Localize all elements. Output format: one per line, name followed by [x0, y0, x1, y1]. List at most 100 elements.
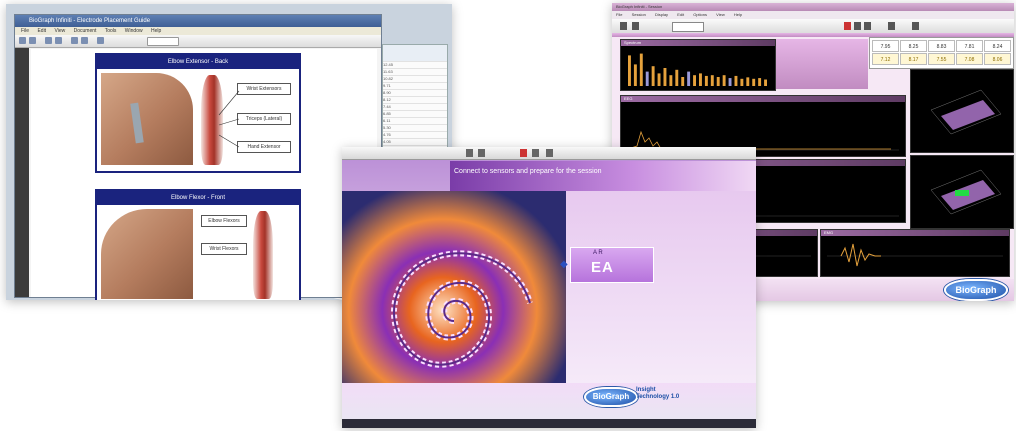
hand-icon[interactable]	[45, 37, 52, 44]
list-item: 6.11	[383, 118, 447, 125]
zoom-icon[interactable]	[55, 37, 62, 44]
spectrum-bar	[639, 53, 643, 86]
menu-help[interactable]: Help	[150, 28, 162, 34]
value-cell: 8.24	[984, 40, 1011, 52]
fractal-animation	[342, 191, 566, 407]
value-cell: 7.95	[872, 40, 899, 52]
electrode-panel-front: Elbow Flexor - Front Elbow Flexors Wrist…	[95, 189, 301, 300]
list-item: 4.05	[383, 139, 447, 146]
menu-window[interactable]: Window	[124, 28, 143, 34]
biograph-logo: BioGraph	[944, 279, 1008, 301]
arm-photo	[101, 73, 193, 165]
menu-file[interactable]: File	[21, 28, 30, 34]
spectrum-bar	[645, 71, 649, 86]
spectrum-bar	[740, 78, 744, 86]
separator-bar	[612, 33, 1014, 37]
menu-document[interactable]: Document	[73, 28, 97, 34]
start-icon[interactable]	[620, 22, 627, 30]
value-cell: 8.25	[900, 40, 927, 52]
zoom-field[interactable]	[147, 37, 179, 46]
navigation-pane[interactable]	[15, 48, 29, 297]
menu-edit[interactable]: Edit	[37, 28, 47, 34]
pause-icon[interactable]	[854, 22, 861, 30]
forward-icon[interactable]	[81, 37, 88, 44]
value-cell: 7.12	[872, 53, 899, 65]
spectrum-graph: Spectrum	[620, 39, 776, 91]
panel-filler	[776, 39, 868, 89]
fractal-spiral	[342, 191, 566, 407]
window-title: BioGraph Infiniti - Electrode Placement …	[15, 15, 381, 27]
screen-select[interactable]	[672, 22, 704, 32]
label-wrist-extensors: Wrist Extensors	[237, 83, 291, 95]
menu-bar: File Edit View Document Tools Window Hel…	[15, 27, 381, 35]
list-item: 5.30	[383, 125, 447, 132]
menu-bar: File Session Display Edit Options View H…	[612, 11, 1014, 19]
value-table: 7.95 8.25 8.83 7.81 8.24 7.12 8.17 7.55 …	[869, 37, 1014, 69]
menu-tools[interactable]: Tools	[104, 28, 117, 34]
emg-graph: EMG	[820, 229, 1010, 277]
value-cell: 7.55	[928, 53, 955, 65]
menu-display[interactable]: Display	[654, 12, 669, 17]
settings-icon[interactable]	[912, 22, 919, 30]
menu-help[interactable]: Help	[733, 12, 743, 17]
3d-spectrum-graph-2	[910, 155, 1014, 229]
selection-arrow-icon: ◆	[560, 259, 568, 270]
spectrum-bar	[628, 55, 631, 86]
record-icon[interactable]	[844, 22, 851, 30]
menu-view[interactable]: View	[54, 28, 66, 34]
3d-surface	[930, 89, 1002, 135]
toolbar	[342, 147, 756, 160]
settings-icon[interactable]	[546, 149, 553, 157]
value-cell: 8.06	[984, 53, 1011, 65]
spectrum-bar	[734, 75, 738, 86]
side-window-header	[383, 45, 447, 62]
list-item: 7.44	[383, 104, 447, 111]
muscle-diagram	[253, 211, 273, 299]
spectrum-bar	[764, 79, 767, 86]
spectrum-bar	[728, 78, 732, 86]
list-item: 10.82	[383, 76, 447, 83]
spectrum-bar	[681, 77, 685, 86]
menu-edit[interactable]: Edit	[677, 12, 685, 17]
display-icon[interactable]	[864, 22, 871, 30]
fit-page-icon[interactable]	[97, 37, 104, 44]
list-item: 8.12	[383, 97, 447, 104]
list-item: 9.71	[383, 83, 447, 90]
print-icon[interactable]	[19, 37, 26, 44]
display-icon[interactable]	[532, 149, 539, 157]
label-elbow-flexors: Elbow Flexors	[201, 215, 247, 227]
label-triceps: Triceps (Lateral)	[237, 113, 291, 125]
session-pane	[566, 191, 756, 407]
spectrum-bar	[758, 78, 762, 86]
list-item: 6.85	[383, 111, 447, 118]
spectrum-bar	[675, 69, 679, 86]
menu-view[interactable]: View	[716, 12, 725, 17]
menu-session[interactable]: Session	[631, 12, 646, 17]
stop-icon[interactable]	[632, 22, 639, 30]
menu-file[interactable]: File	[616, 12, 623, 17]
spectrum-bar	[633, 64, 637, 86]
markers-icon[interactable]	[888, 22, 895, 30]
3d-surface	[930, 169, 1002, 215]
graph-title: EMG	[821, 230, 1009, 236]
spectrum-bar	[687, 71, 691, 86]
label-wrist-flexors: Wrist Flexors	[201, 243, 247, 255]
list-item: 4.76	[383, 132, 447, 139]
value-cell: 8.17	[900, 53, 927, 65]
emg-trace	[827, 243, 1003, 267]
electrode-panel-back: Elbow Extensor - Back Wrist Extensors Tr…	[95, 53, 301, 173]
menu-options[interactable]: Options	[693, 12, 708, 17]
back-icon[interactable]	[71, 37, 78, 44]
forward-icon[interactable]	[478, 149, 485, 157]
selection-box[interactable]: A R EA	[570, 247, 654, 283]
save-icon[interactable]	[29, 37, 36, 44]
spectrum-bar	[710, 75, 714, 86]
back-icon[interactable]	[466, 149, 473, 157]
value-cell: 7.81	[956, 40, 983, 52]
record-icon[interactable]	[520, 149, 527, 157]
selection-value: EA	[591, 259, 614, 276]
window-title: BioGraph Infiniti - Session	[612, 3, 1014, 11]
spectrum-bars	[628, 53, 767, 86]
spectrum-bar	[669, 75, 673, 86]
document-page: Elbow Extensor - Back Wrist Extensors Tr…	[31, 49, 377, 300]
